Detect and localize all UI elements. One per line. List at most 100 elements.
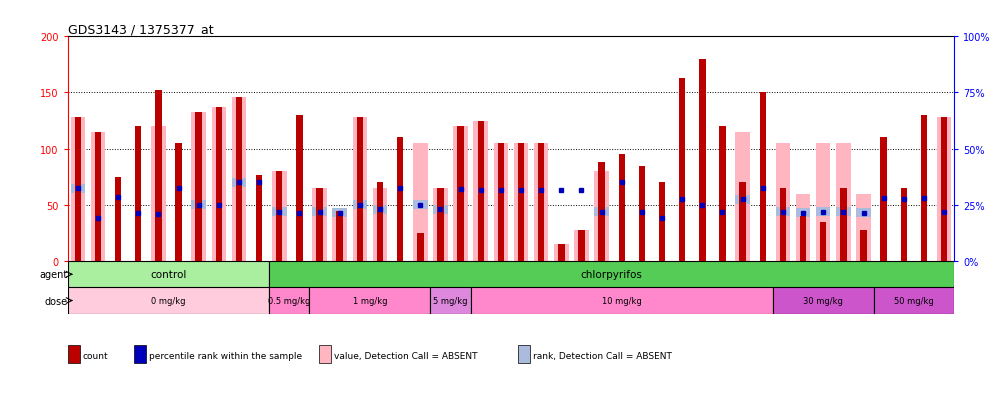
Bar: [941, 118, 947, 261]
Bar: [191, 201, 206, 210]
Bar: [236, 98, 242, 261]
Bar: [232, 98, 246, 261]
Text: 0 mg/kg: 0 mg/kg: [151, 296, 185, 305]
Bar: [920, 116, 927, 261]
Bar: [71, 118, 85, 261]
Bar: [310, 288, 430, 314]
Text: percentile rank within the sample: percentile rank within the sample: [149, 351, 303, 360]
Bar: [413, 144, 427, 261]
Text: 30 mg/kg: 30 mg/kg: [804, 296, 844, 305]
Bar: [373, 189, 387, 261]
Bar: [269, 261, 954, 288]
Bar: [575, 230, 589, 261]
Bar: [135, 127, 141, 261]
Bar: [880, 138, 886, 261]
Bar: [471, 288, 773, 314]
Bar: [735, 195, 750, 204]
Bar: [272, 172, 287, 261]
Bar: [776, 208, 790, 217]
Text: 50 mg/kg: 50 mg/kg: [894, 296, 934, 305]
Bar: [276, 172, 283, 261]
Bar: [256, 175, 262, 261]
Bar: [719, 127, 726, 261]
Bar: [841, 189, 847, 261]
Bar: [232, 178, 246, 188]
Bar: [836, 208, 851, 217]
Bar: [115, 178, 122, 261]
Bar: [595, 208, 609, 217]
Bar: [619, 155, 624, 261]
Bar: [397, 138, 403, 261]
Bar: [413, 201, 427, 210]
Text: 5 mg/kg: 5 mg/kg: [433, 296, 468, 305]
Bar: [937, 118, 951, 261]
Text: 10 mg/kg: 10 mg/kg: [602, 296, 641, 305]
Bar: [760, 93, 766, 261]
Bar: [357, 118, 364, 261]
Bar: [773, 288, 873, 314]
Bar: [836, 144, 851, 261]
Bar: [595, 172, 609, 261]
Bar: [699, 59, 705, 261]
Bar: [735, 133, 750, 261]
Bar: [780, 189, 786, 261]
Bar: [473, 121, 488, 261]
Bar: [75, 118, 81, 261]
Bar: [373, 205, 387, 214]
Bar: [433, 205, 447, 214]
Bar: [437, 189, 443, 261]
Bar: [453, 127, 468, 261]
Text: control: control: [150, 270, 186, 280]
Bar: [599, 163, 605, 261]
Bar: [816, 208, 831, 217]
Bar: [433, 189, 447, 261]
Bar: [638, 166, 645, 261]
Text: value, Detection Call = ABSENT: value, Detection Call = ABSENT: [334, 351, 477, 360]
Bar: [820, 222, 827, 261]
Bar: [776, 144, 790, 261]
Bar: [313, 189, 327, 261]
Bar: [457, 127, 464, 261]
Bar: [430, 288, 471, 314]
Bar: [518, 144, 524, 261]
Bar: [538, 144, 545, 261]
Bar: [95, 133, 102, 261]
Bar: [337, 211, 343, 261]
Bar: [554, 244, 569, 261]
Bar: [816, 144, 831, 261]
Text: chlorpyrifos: chlorpyrifos: [581, 270, 642, 280]
Bar: [333, 209, 347, 218]
Bar: [498, 144, 504, 261]
Bar: [857, 194, 871, 261]
Bar: [739, 183, 746, 261]
Bar: [269, 288, 310, 314]
Bar: [353, 118, 368, 261]
Bar: [417, 233, 423, 261]
Bar: [534, 144, 549, 261]
Text: count: count: [83, 351, 109, 360]
Bar: [155, 91, 161, 261]
Bar: [796, 194, 811, 261]
Bar: [211, 108, 226, 261]
Bar: [558, 244, 565, 261]
Bar: [175, 144, 181, 261]
Bar: [333, 211, 347, 261]
Text: dose: dose: [45, 296, 68, 306]
Text: 0.5 mg/kg: 0.5 mg/kg: [268, 296, 311, 305]
Bar: [191, 112, 206, 261]
Bar: [679, 79, 685, 261]
Bar: [376, 183, 383, 261]
Bar: [477, 121, 484, 261]
Bar: [579, 230, 585, 261]
Bar: [800, 217, 807, 261]
Text: agent: agent: [40, 270, 68, 280]
Bar: [151, 127, 165, 261]
Bar: [873, 288, 954, 314]
Bar: [272, 208, 287, 217]
Bar: [494, 144, 508, 261]
Bar: [71, 184, 85, 193]
Bar: [195, 112, 202, 261]
Bar: [68, 261, 269, 288]
Bar: [514, 144, 528, 261]
Bar: [658, 183, 665, 261]
